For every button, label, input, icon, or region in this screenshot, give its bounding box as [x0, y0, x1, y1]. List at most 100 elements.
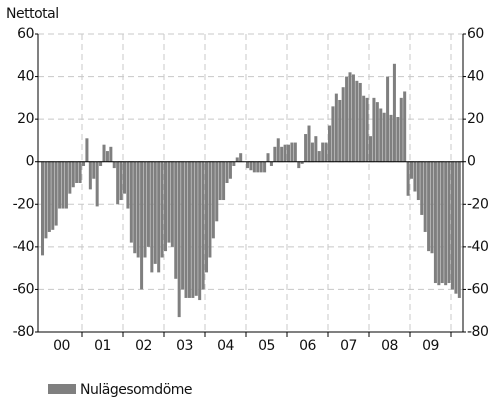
bar [334, 93, 338, 162]
bar [317, 151, 321, 162]
bar [211, 161, 215, 239]
x-tick-label: 03 [176, 338, 193, 354]
y2-tick-label: 0 [467, 154, 475, 170]
y2-tick-label: -20 [467, 196, 488, 212]
bar [348, 72, 352, 162]
bar [276, 138, 280, 162]
bar [99, 161, 103, 166]
bar [331, 106, 335, 162]
bar [201, 161, 205, 290]
bar [447, 161, 451, 284]
bar [430, 161, 434, 254]
bar [444, 161, 448, 286]
bar [423, 161, 427, 232]
bar [184, 161, 188, 298]
bar [136, 161, 140, 258]
bar [194, 161, 198, 296]
bar [82, 161, 86, 166]
y-tick-label: -40 [13, 239, 34, 255]
bar [283, 144, 287, 162]
y2-tick-label: -80 [467, 324, 488, 340]
x-tick-label: 00 [53, 338, 70, 354]
bar [351, 74, 355, 162]
y-tick-label: -60 [13, 281, 34, 297]
y-tick-label: 0 [26, 154, 34, 170]
bar [420, 161, 424, 215]
bar [129, 161, 133, 243]
bar [58, 161, 62, 209]
bar [47, 161, 51, 232]
x-tick-label: 06 [299, 338, 316, 354]
bar [392, 63, 396, 162]
bar [157, 161, 161, 273]
bar [75, 161, 79, 183]
bar [249, 161, 253, 171]
bar [345, 76, 349, 162]
bar [41, 161, 45, 256]
bar [54, 161, 58, 226]
bar [191, 161, 195, 298]
bar [338, 99, 342, 162]
bar [457, 161, 461, 298]
y-tick-label: 20 [17, 111, 34, 127]
bar [88, 161, 92, 190]
y2-tick-label: 60 [467, 26, 484, 42]
bar [273, 146, 277, 162]
bar [321, 142, 325, 162]
bar [167, 161, 171, 243]
bar [153, 161, 157, 264]
bar [140, 161, 144, 290]
bar [78, 161, 82, 183]
bar [143, 161, 147, 258]
bar [269, 161, 273, 166]
bar [263, 161, 267, 173]
bar [116, 161, 120, 205]
bar [287, 144, 291, 162]
bar [177, 161, 181, 318]
bar [358, 82, 362, 162]
bar [259, 161, 263, 173]
legend-label: Nulägesomdöme [80, 382, 192, 398]
bar [68, 161, 72, 194]
bar [44, 161, 48, 239]
bar [266, 153, 270, 162]
bar [451, 161, 455, 290]
x-tick-label: 09 [422, 338, 439, 354]
y-tick-label: -80 [13, 324, 34, 340]
bar [205, 161, 209, 273]
bar [416, 161, 420, 201]
y2-tick-label: 20 [467, 111, 484, 127]
bar [280, 146, 284, 162]
bar [252, 161, 256, 173]
bar [239, 153, 243, 162]
bar [146, 161, 150, 247]
bar [454, 161, 458, 294]
bar [102, 144, 106, 162]
x-tick-label: 04 [217, 338, 234, 354]
bar [410, 161, 414, 179]
bar [119, 161, 123, 201]
bar [362, 95, 366, 162]
bar [406, 161, 410, 196]
legend-swatch [48, 384, 76, 394]
bar [112, 161, 116, 169]
bar [235, 157, 239, 162]
bar [440, 161, 444, 284]
bar [379, 108, 383, 162]
y2-tick-label: 40 [467, 69, 484, 85]
bar [413, 161, 417, 192]
bar [160, 161, 164, 258]
bar [208, 161, 212, 258]
x-tick-label: 05 [258, 338, 275, 354]
y-tick-label: 60 [17, 26, 34, 42]
bar [187, 161, 191, 298]
bar [290, 142, 294, 162]
bar [222, 161, 226, 201]
bar [386, 76, 390, 162]
bar [109, 146, 113, 162]
bar [126, 161, 130, 209]
x-tick-label: 01 [94, 338, 111, 354]
y2-tick-label: -60 [467, 281, 488, 297]
bar [307, 125, 311, 162]
bar [133, 161, 137, 254]
